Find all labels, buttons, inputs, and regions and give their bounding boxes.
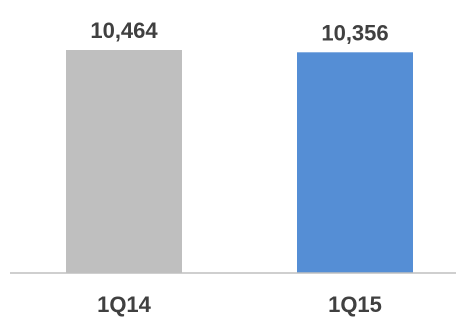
- category-label-1q14: 1Q14: [97, 292, 152, 317]
- bar-1q15: [297, 52, 413, 273]
- category-label-1q15: 1Q15: [328, 292, 382, 317]
- bars-layer: [66, 50, 413, 273]
- labels-layer: 10,464 1Q14 10,356 1Q15: [90, 18, 388, 317]
- bar-1q14: [66, 50, 182, 273]
- value-label-1q14: 10,464: [90, 18, 158, 43]
- value-label-1q15: 10,356: [321, 20, 388, 45]
